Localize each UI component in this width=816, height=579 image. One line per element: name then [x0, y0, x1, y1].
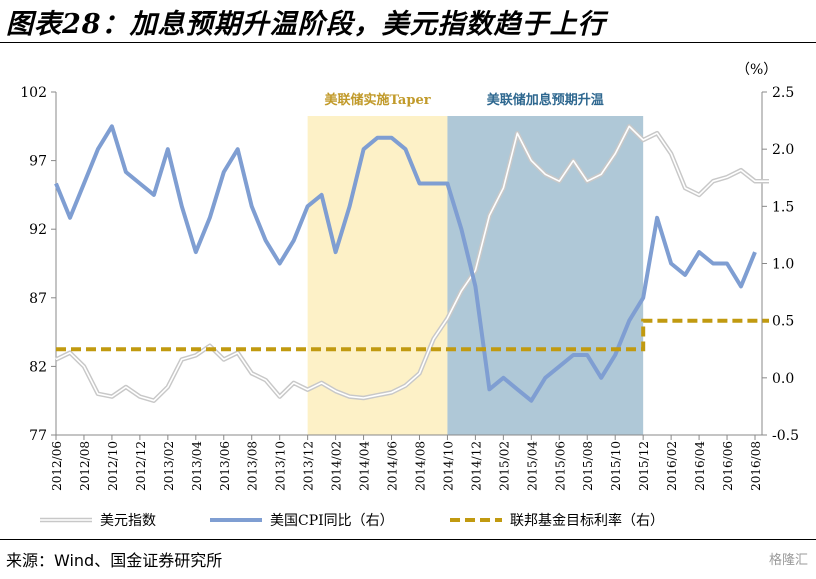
x-tick-label: 2013/04 [190, 441, 204, 491]
x-tick-label: 2014/12 [469, 441, 483, 491]
left-tick-label: 77 [29, 428, 47, 444]
annotation-label-2: 美联储加息预期升温 [487, 92, 604, 108]
x-tick-label: 2012/10 [106, 441, 120, 491]
x-tick-label: 2013/10 [274, 441, 288, 491]
x-tick-label: 2015/08 [581, 441, 595, 491]
x-tick-label: 2012/06 [50, 441, 64, 491]
series-line-inner [55, 125, 769, 402]
series-line [56, 318, 769, 352]
annotation-label-1: 美联储实施Taper [325, 92, 431, 108]
x-tick-label: 2016/04 [693, 441, 707, 491]
x-tick-label: 2013/06 [218, 441, 232, 491]
x-tick-label: 2015/10 [609, 441, 623, 491]
legend: 美元指数 美国CPI同比（右） 联邦基金目标利率（右） [40, 512, 664, 529]
left-tick-label: 92 [29, 222, 47, 238]
x-tick-label: 2014/10 [441, 441, 455, 491]
legend-label: 联邦基金目标利率（右） [510, 512, 664, 529]
x-tick-label: 2015/02 [497, 441, 511, 491]
axes [51, 91, 767, 440]
x-tick-label: 2015/12 [637, 441, 651, 491]
annotation-band-1 [307, 116, 448, 435]
right-tick-label: 0.5 [772, 314, 794, 330]
left-tick-label: 82 [29, 359, 47, 375]
right-tick-label: -0.5 [772, 428, 799, 444]
x-tick-label: 2012/12 [134, 441, 148, 491]
x-tick-label: 2013/02 [162, 441, 176, 491]
chart-svg: 美联储实施Taper 美联储加息预期升温 10297928782772.52.01… [20, 62, 799, 529]
x-tick-label: 2015/06 [553, 441, 567, 491]
x-tick-label: 2012/08 [78, 441, 92, 491]
right-tick-label: 2.5 [772, 85, 794, 101]
left-tick-label: 102 [20, 85, 47, 101]
x-tick-label: 2014/06 [386, 441, 400, 491]
right-tick-label: 1.0 [772, 257, 794, 273]
footer-divider [0, 539, 816, 540]
x-tick-label: 2014/08 [413, 441, 427, 491]
right-tick-label: 1.5 [772, 199, 794, 215]
x-tick-label: 2013/12 [302, 441, 316, 491]
x-tick-label: 2015/04 [525, 441, 539, 491]
right-axis-unit: （%） [736, 62, 777, 78]
title-divider [0, 42, 816, 43]
legend-label: 美国CPI同比（右） [270, 513, 394, 529]
series-3 [55, 318, 769, 352]
right-tick-label: 2.0 [772, 142, 794, 158]
x-tick-label: 2013/08 [246, 441, 260, 491]
legend-label: 美元指数 [100, 513, 156, 529]
annotation-bands: 美联储实施Taper 美联储加息预期升温 [307, 92, 644, 435]
series-1 [55, 124, 769, 403]
left-tick-label: 87 [29, 291, 47, 307]
x-tick-label: 2016/08 [749, 441, 763, 491]
series-lines [54, 124, 769, 403]
series-2 [54, 124, 757, 403]
tick-labels: 102 97 92 87 82 77 2.5 2.0 1.5 1.0 0.5 0.0 -0.5 （%） 20… [20, 62, 799, 491]
series-line [54, 124, 757, 403]
x-tick-label: 2014/04 [358, 441, 372, 491]
x-tick-label: 2014/02 [330, 441, 344, 491]
x-tick-label: 2016/06 [721, 441, 735, 491]
source-note: 来源：Wind、国金证券研究所 [6, 551, 223, 570]
right-tick-label: 0.0 [772, 371, 794, 387]
watermark-logo: 格隆汇 [768, 553, 808, 568]
x-tick-label: 2016/02 [665, 441, 679, 491]
left-tick-label: 97 [29, 154, 47, 170]
chart-title: 图表28：加息预期升温阶段，美元指数趋于上行 [6, 9, 606, 40]
annotation-band-2 [447, 116, 644, 435]
